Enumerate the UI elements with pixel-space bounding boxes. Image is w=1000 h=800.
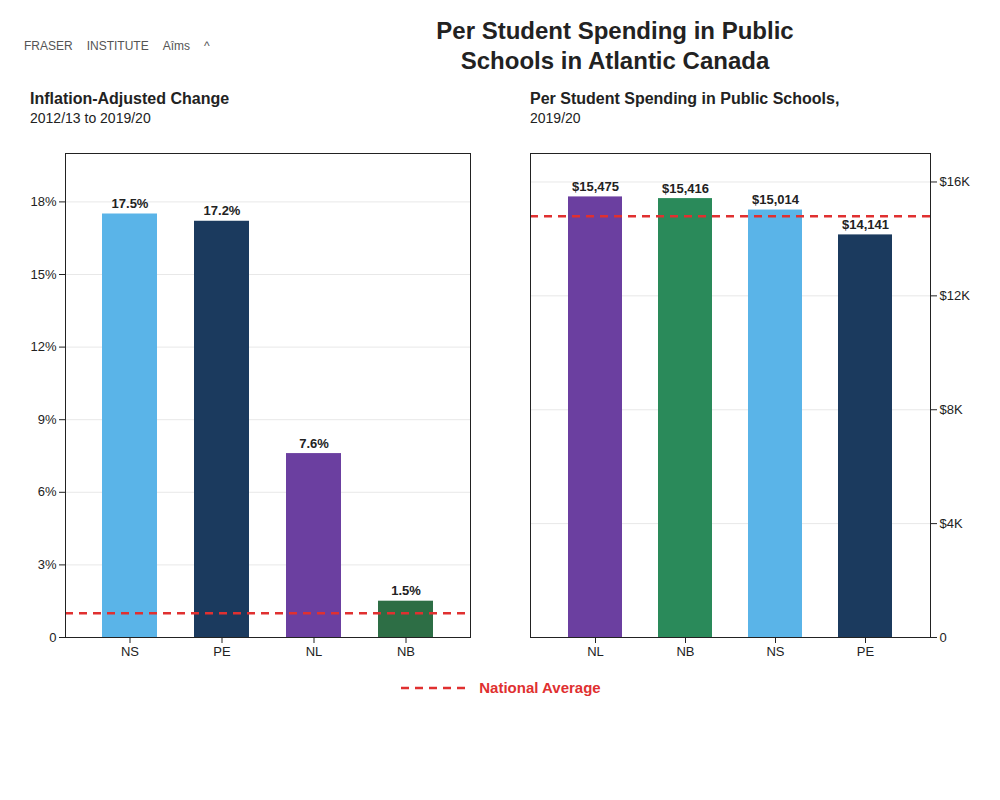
svg-text:15%: 15% [30, 267, 56, 282]
svg-text:$15,014: $15,014 [752, 192, 800, 207]
svg-text:PE: PE [213, 644, 231, 659]
html-text:Schools in Atlantic Canada: Schools in Atlantic Canada [460, 47, 770, 74]
html-text:National Average: National Average [479, 679, 601, 696]
svg-text:17.5%: 17.5% [112, 196, 149, 211]
svg-text:$4K: $4K [940, 516, 963, 531]
svg-text:$14,141: $14,141 [842, 217, 889, 232]
svg-text:3%: 3% [38, 557, 57, 572]
svg-text:$15,475: $15,475 [572, 179, 619, 194]
svg-text:$8K: $8K [940, 402, 963, 417]
html-text:2012/13 to 2019/20: 2012/13 to 2019/20 [30, 110, 151, 126]
svg-text:NS: NS [121, 644, 139, 659]
svg-text:NL: NL [587, 644, 604, 659]
svg-text:PE: PE [857, 644, 875, 659]
svg-text:$16K: $16K [940, 174, 971, 189]
svg-text:$12K: $12K [940, 288, 971, 303]
svg-text:1.5%: 1.5% [391, 583, 421, 598]
html-text:Aîms: Aîms [162, 39, 190, 53]
svg-text:6%: 6% [38, 484, 57, 499]
svg-text:18%: 18% [30, 194, 56, 209]
svg-text:12%: 12% [30, 339, 56, 354]
html-text:Inflation-Adjusted Change: Inflation-Adjusted Change [30, 90, 230, 107]
svg-text:7.6%: 7.6% [299, 436, 329, 451]
svg-text:NB: NB [397, 644, 415, 659]
html-text:INSTITUTE: INSTITUTE [86, 39, 149, 53]
svg-text:9%: 9% [38, 412, 57, 427]
svg-text:0: 0 [940, 630, 947, 645]
svg-text:17.2%: 17.2% [204, 203, 241, 218]
svg-text:NS: NS [766, 644, 784, 659]
html-text:FRASER: FRASER [24, 39, 73, 53]
svg-text:NL: NL [306, 644, 323, 659]
html-text:2019/20: 2019/20 [530, 110, 581, 126]
svg-text:NB: NB [676, 644, 694, 659]
svg-text:0: 0 [49, 630, 56, 645]
html-text:Per Student Spending in Public: Per Student Spending in Public Schools, [530, 90, 840, 107]
svg-text:$15,416: $15,416 [662, 181, 709, 196]
html-text:Per Student Spending in Public: Per Student Spending in Public [436, 17, 794, 44]
